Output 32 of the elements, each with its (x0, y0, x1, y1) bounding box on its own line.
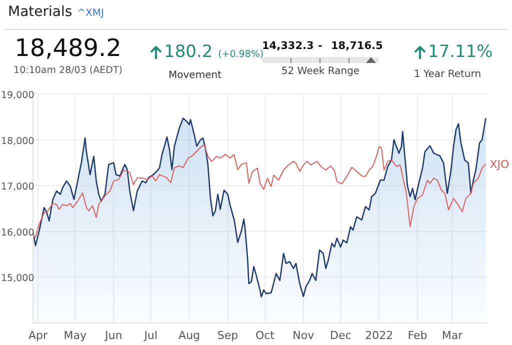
y-tick-label: 18,000 (1, 136, 34, 147)
text: 10:10am 28/03 (AEDT) (12, 65, 124, 76)
x-tick-label: Dec (330, 328, 352, 342)
y-tick-label: 17,000 (1, 182, 34, 193)
y-tick-label: 19,000 (1, 90, 34, 101)
y-tick-label: 15,000 (1, 273, 34, 284)
chart-subtitle: ^XMJ (77, 8, 104, 19)
x-tick-label: Nov (292, 328, 315, 342)
x-tick-label: Mar (442, 328, 464, 342)
y-tick-label: 16,000 (1, 227, 34, 238)
text: 14,332.3 (262, 40, 314, 52)
x-tick-label: Aug (178, 328, 200, 342)
x-tick-label: Sep (217, 328, 238, 342)
x-tick-label: May (64, 328, 88, 342)
line-series (33, 144, 486, 238)
x-tick-label: Apr (28, 328, 48, 342)
text: 18,716.5 (331, 40, 383, 52)
x-tick-label: Feb (408, 328, 428, 342)
x-tick-label: Jun (104, 328, 122, 342)
text: 180.2 (164, 42, 213, 62)
text: Movement (168, 70, 222, 81)
text: (+0.98%) (218, 49, 264, 60)
text: 52 Week Range (280, 66, 361, 77)
x-tick-label: Jul (143, 328, 158, 342)
chart-title: Materials (8, 4, 72, 20)
x-tick-label: Oct (255, 328, 276, 342)
text: 18,489.2 (14, 34, 122, 62)
x-tick-label: 2022 (365, 328, 394, 342)
text: 17.11% (428, 42, 493, 62)
series-label: XJO (490, 158, 510, 172)
text: 1 Year Return (412, 69, 482, 80)
text: - (318, 40, 322, 52)
